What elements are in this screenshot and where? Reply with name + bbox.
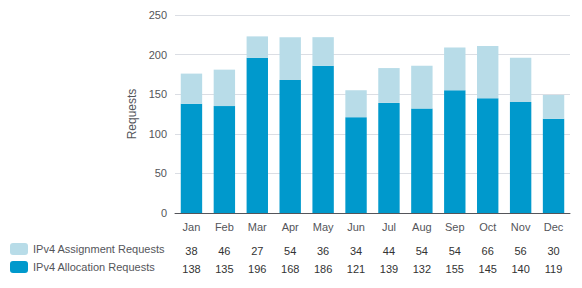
svg-text:Dec: Dec — [544, 221, 564, 233]
svg-text:34: 34 — [350, 245, 362, 257]
svg-text:May: May — [313, 221, 334, 233]
svg-text:66: 66 — [482, 245, 494, 257]
svg-text:44: 44 — [383, 245, 395, 257]
svg-text:135: 135 — [215, 263, 233, 275]
svg-text:0: 0 — [161, 207, 167, 219]
svg-text:54: 54 — [284, 245, 296, 257]
svg-text:139: 139 — [380, 263, 398, 275]
svg-text:168: 168 — [281, 263, 299, 275]
svg-text:38: 38 — [185, 245, 197, 257]
svg-text:Nov: Nov — [511, 221, 531, 233]
svg-text:50: 50 — [155, 167, 167, 179]
svg-text:27: 27 — [251, 245, 263, 257]
svg-text:132: 132 — [413, 263, 431, 275]
svg-text:100: 100 — [149, 128, 167, 140]
svg-text:186: 186 — [314, 263, 332, 275]
svg-text:Apr: Apr — [282, 221, 299, 233]
svg-text:150: 150 — [149, 88, 167, 100]
svg-text:138: 138 — [182, 263, 200, 275]
svg-text:IPv4 Allocation Requests: IPv4 Allocation Requests — [33, 261, 155, 273]
svg-text:Sep: Sep — [445, 221, 465, 233]
svg-text:145: 145 — [479, 263, 497, 275]
svg-text:36: 36 — [317, 245, 329, 257]
svg-text:54: 54 — [416, 245, 428, 257]
svg-text:Requests: Requests — [125, 89, 139, 140]
svg-text:Feb: Feb — [215, 221, 234, 233]
svg-text:Mar: Mar — [248, 221, 267, 233]
svg-text:Jun: Jun — [347, 221, 365, 233]
svg-text:Jan: Jan — [183, 221, 201, 233]
svg-text:56: 56 — [515, 245, 527, 257]
svg-text:30: 30 — [547, 245, 559, 257]
svg-text:IPv4 Assignment Requests: IPv4 Assignment Requests — [33, 243, 165, 255]
svg-text:140: 140 — [511, 263, 529, 275]
svg-text:54: 54 — [449, 245, 461, 257]
svg-text:Aug: Aug — [412, 221, 432, 233]
svg-text:121: 121 — [347, 263, 365, 275]
svg-text:46: 46 — [218, 245, 230, 257]
svg-text:Oct: Oct — [479, 221, 496, 233]
svg-text:119: 119 — [545, 263, 563, 275]
svg-text:196: 196 — [248, 263, 266, 275]
svg-text:200: 200 — [149, 49, 167, 61]
svg-text:Jul: Jul — [382, 221, 396, 233]
svg-text:155: 155 — [446, 263, 464, 275]
svg-text:250: 250 — [149, 9, 167, 21]
